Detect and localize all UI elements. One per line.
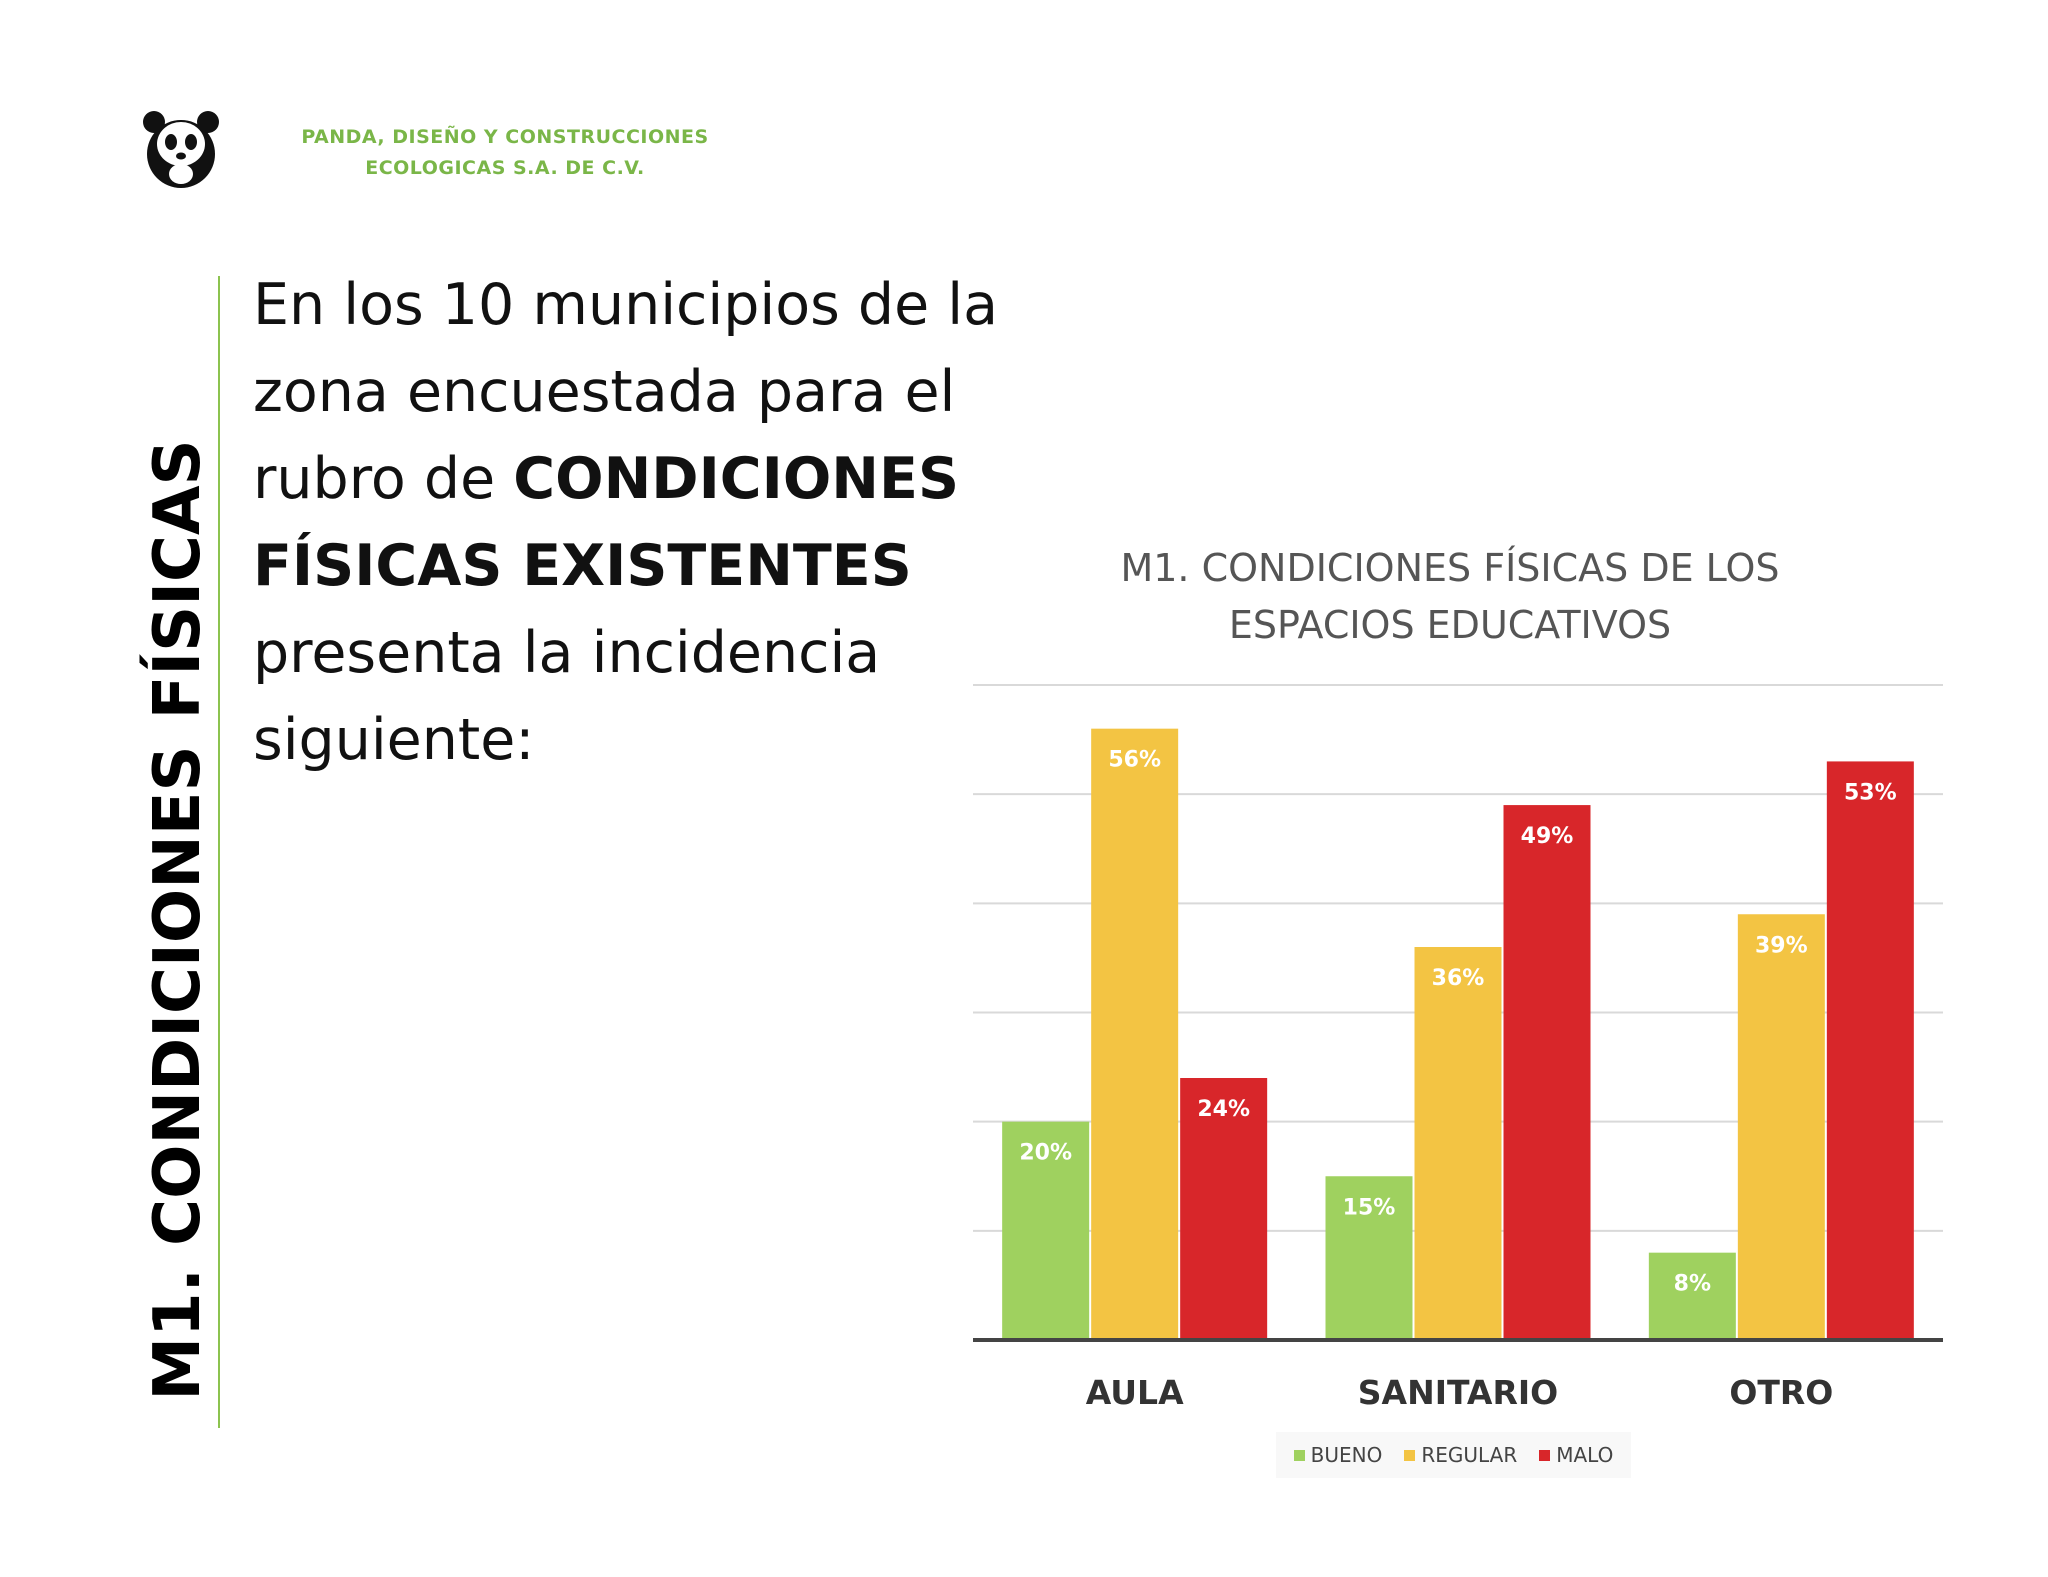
legend-swatch: [1404, 1449, 1416, 1461]
legend-swatch: [1293, 1449, 1305, 1461]
company-name-line1: PANDA, DISEÑO Y CONSTRUCCIONES: [301, 126, 709, 148]
legend-item-malo: MALO: [1539, 1443, 1613, 1467]
data-label: 15%: [1343, 1195, 1396, 1220]
data-label: 20%: [1019, 1141, 1072, 1166]
data-label: 56%: [1108, 748, 1161, 773]
bar-bueno-otro: [1648, 1252, 1736, 1340]
chart-title-line1: M1. CONDICIONES FÍSICAS DE LOS: [1120, 546, 1780, 590]
intro-line4-bold: FÍSICAS EXISTENTES: [253, 533, 912, 599]
bar-malo-aula: [1180, 1078, 1268, 1340]
data-label: 39%: [1755, 933, 1808, 958]
panda-logo-icon: [140, 108, 222, 192]
legend-label: MALO: [1556, 1443, 1614, 1467]
chart-title-line2: ESPACIOS EDUCATIVOS: [1228, 603, 1672, 647]
x-tick-label: SANITARIO: [1358, 1373, 1558, 1412]
x-tick-label: OTRO: [1729, 1373, 1833, 1412]
legend-label: REGULAR: [1421, 1443, 1518, 1467]
intro-line1: En los 10 municipios de la: [253, 272, 999, 338]
data-label: 24%: [1197, 1097, 1250, 1122]
intro-line3-prefix: rubro de: [253, 446, 514, 512]
intro-line5: presenta la incidencia: [253, 620, 881, 686]
legend-item-regular: REGULAR: [1404, 1443, 1517, 1467]
x-tick-label: AULA: [1086, 1373, 1184, 1412]
intro-line6: siguiente:: [253, 707, 535, 773]
legend-label: BUENO: [1310, 1443, 1383, 1467]
intro-text: En los 10 municipios de la zona encuesta…: [253, 262, 1053, 784]
data-label: 53%: [1844, 780, 1897, 805]
bar-regular-aula: [1091, 728, 1179, 1340]
chart-title: M1. CONDICIONES FÍSICAS DE LOS ESPACIOS …: [1100, 540, 1800, 654]
bar-regular-otro: [1737, 914, 1825, 1340]
data-label: 49%: [1521, 824, 1574, 849]
intro-line3-bold: CONDICIONES: [513, 446, 959, 512]
bar-malo-sanitario: [1503, 805, 1591, 1340]
chart-legend: BUENO REGULAR MALO: [1276, 1432, 1631, 1478]
legend-swatch: [1539, 1449, 1551, 1461]
data-label: 36%: [1432, 966, 1485, 991]
legend-item-bueno: BUENO: [1293, 1443, 1383, 1467]
bar-bueno-aula: [1002, 1121, 1090, 1340]
bar-malo-otro: [1826, 761, 1914, 1340]
divider-line: [218, 276, 220, 1428]
company-name: PANDA, DISEÑO Y CONSTRUCCIONES ECOLOGICA…: [270, 122, 740, 184]
company-name-line2: ECOLOGICAS S.A. DE C.V.: [365, 157, 645, 179]
data-label: 8%: [1674, 1272, 1711, 1297]
bar-bueno-sanitario: [1325, 1176, 1413, 1340]
bar-regular-sanitario: [1414, 947, 1502, 1340]
intro-line2: zona encuestada para el: [253, 359, 956, 425]
intro-line3: rubro de CONDICIONES: [253, 436, 1053, 523]
intro-line4: FÍSICAS EXISTENTES: [253, 523, 1053, 610]
